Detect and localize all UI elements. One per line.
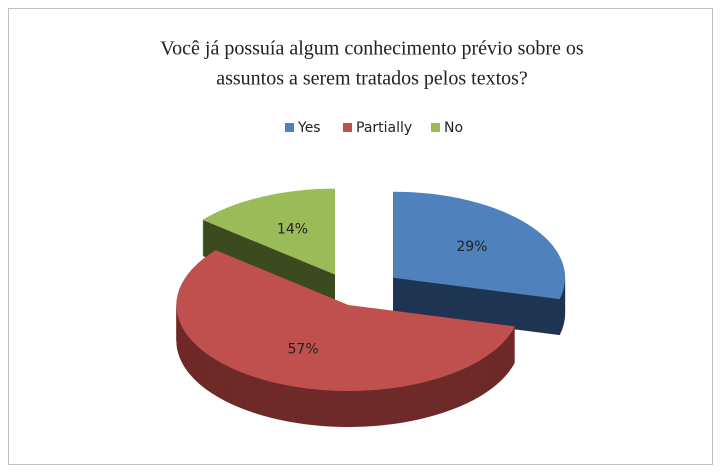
slice-top xyxy=(202,188,335,275)
slice-top xyxy=(176,250,515,391)
slice-top xyxy=(393,191,566,300)
legend-label: Partially xyxy=(356,120,412,136)
legend-swatch xyxy=(343,123,352,132)
data-label: 57% xyxy=(288,341,319,357)
legend-label: No xyxy=(444,120,463,136)
chart-title: assuntos a serem tratados pelos textos? xyxy=(216,68,528,90)
legend-swatch xyxy=(285,123,294,132)
data-label: 14% xyxy=(277,222,308,238)
chart-title: Você já possuía algum conhecimento prévi… xyxy=(160,38,584,60)
legend-swatch xyxy=(431,123,440,132)
pie-slice xyxy=(202,188,335,311)
pie-slice xyxy=(393,191,566,336)
pie-slice xyxy=(176,250,515,427)
legend-label: Yes xyxy=(297,120,321,136)
data-label: 29% xyxy=(456,239,487,255)
